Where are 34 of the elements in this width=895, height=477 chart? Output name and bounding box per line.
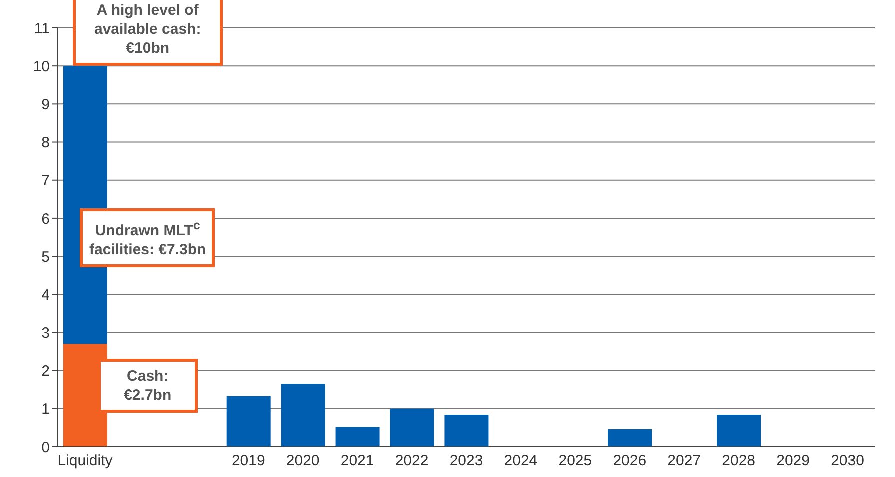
x-tick-label: 2022 <box>395 452 429 470</box>
y-tick-label: 10 <box>33 58 50 76</box>
y-tick-label: 9 <box>42 96 50 114</box>
y-tick-label: 4 <box>42 286 50 304</box>
x-tick-label: 2025 <box>558 452 592 470</box>
callout-box: Undrawn MLT$^{c}$ facilities: €7.3bn <box>80 208 216 267</box>
y-tick-label: 7 <box>42 172 50 190</box>
y-tick-label: 5 <box>42 248 50 266</box>
x-tick-label: 2019 <box>232 452 266 470</box>
x-tick-label: 2030 <box>831 452 864 470</box>
bar <box>281 384 326 447</box>
x-tick-label: 2029 <box>776 452 810 470</box>
y-tick-label: 8 <box>42 134 50 152</box>
bar <box>336 427 380 447</box>
callout-box: A high level of available cash: €10bn <box>72 0 223 66</box>
bar <box>717 415 762 447</box>
bar <box>608 429 652 447</box>
y-tick-label: 0 <box>42 439 50 456</box>
y-tick-label: 2 <box>42 363 50 380</box>
y-tick-label: 6 <box>42 210 50 228</box>
x-tick-label: 2024 <box>504 452 538 470</box>
y-tick-label: 11 <box>34 20 50 38</box>
y-tick-label: 1 <box>42 401 50 418</box>
bar <box>390 408 434 447</box>
bar <box>444 415 489 447</box>
x-tick-label: 2021 <box>340 452 374 470</box>
y-tick-label: 3 <box>42 325 50 342</box>
bar <box>226 396 271 447</box>
x-tick-label: Liquidity <box>58 452 114 470</box>
x-tick-label: 2028 <box>722 452 756 470</box>
x-tick-label: 2026 <box>613 452 647 470</box>
x-tick-label: 2020 <box>286 452 320 470</box>
x-tick-label: 2027 <box>668 452 702 470</box>
x-tick-label: 2023 <box>450 452 484 470</box>
